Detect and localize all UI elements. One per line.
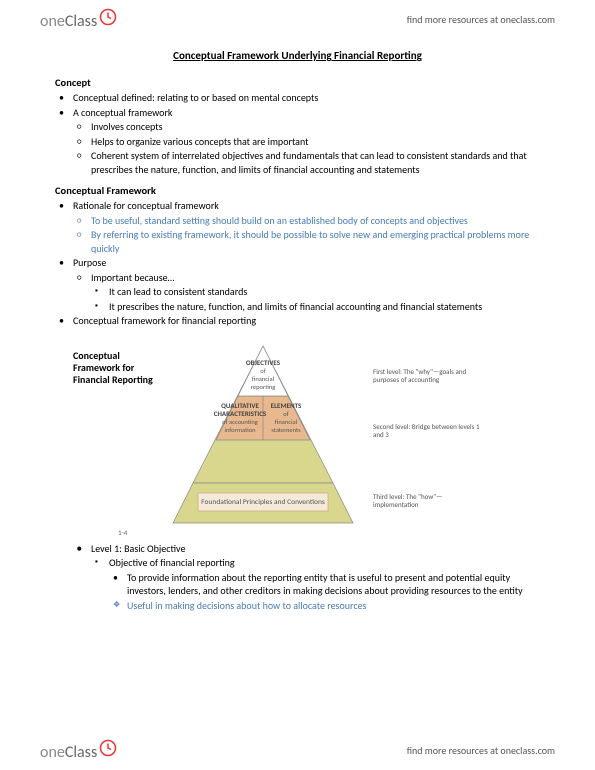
- list-item: Rationale for conceptual framework To be…: [55, 199, 540, 255]
- page-number: 1-4: [118, 528, 127, 537]
- pyr-bot: Foundational Principles and Conventions: [201, 498, 325, 507]
- pyr-mr-l2: of: [283, 410, 288, 418]
- pyr-top-l1: OBJECTIVES: [246, 358, 281, 367]
- list-item: Important because… It can lead to consis…: [73, 271, 540, 314]
- list-item: Level 1: Basic Objective Objective of fi…: [73, 542, 540, 613]
- footer: oneClass find more resources at oneclass…: [0, 731, 595, 770]
- list-item: It prescribes the nature, function, and …: [91, 300, 540, 314]
- list-item: Coherent system of interrelated objectiv…: [73, 149, 540, 176]
- list-text: Objective of financial reporting: [109, 556, 235, 569]
- list-item: Useful in making decisions about how to …: [109, 599, 540, 613]
- header-tagline: find more resources at oneclass.com: [407, 13, 555, 26]
- list-item: Involves concepts: [73, 120, 540, 134]
- pyr-top-l3: financial: [252, 375, 275, 383]
- document-title: Conceptual Framework Underlying Financia…: [55, 49, 540, 62]
- pyr-mr-l1: ELEMENTS: [271, 401, 302, 410]
- logo-icon: [99, 8, 117, 26]
- list-item: To be useful, standard setting should bu…: [73, 214, 540, 228]
- logo-text-one: one: [40, 12, 65, 31]
- section-framework-head: Conceptual Framework: [55, 184, 540, 197]
- header: oneClass find more resources at oneclass…: [0, 0, 595, 39]
- pyr-ml-l4: information: [224, 426, 256, 434]
- pyramid-svg: OBJECTIVES of financial reporting QUALIT…: [158, 338, 368, 533]
- pyr-side2: Second level: Bridge between levels 1 an…: [373, 423, 483, 440]
- logo-text-one: one: [40, 743, 65, 762]
- logo-icon: [99, 739, 117, 757]
- list-text: Purpose: [73, 256, 106, 269]
- list-text: Important because…: [91, 271, 175, 284]
- pyr-mr-l3: financial: [275, 418, 298, 426]
- list-item: A conceptual framework Involves concepts…: [55, 106, 540, 177]
- pyramid-title: Conceptual Framework for Financial Repor…: [73, 350, 153, 386]
- pyr-ml-l3: of accounting: [222, 418, 258, 426]
- logo: oneClass: [40, 739, 117, 762]
- footer-tagline: find more resources at oneclass.com: [407, 744, 555, 757]
- list-item: Objective of financial reporting To prov…: [91, 556, 540, 612]
- pyr-top-l4: reporting: [251, 383, 276, 391]
- pyr-top-l2: of: [260, 367, 265, 375]
- pyr-ml-l2: CHARACTERISTICS: [214, 409, 267, 418]
- list-item: Conceptual framework for financial repor…: [55, 314, 540, 328]
- logo-text-class: Class: [65, 12, 97, 31]
- list-item: It can lead to consistent standards: [91, 285, 540, 299]
- list-item: Purpose Important because… It can lead t…: [55, 256, 540, 313]
- list-item: To provide information about the reporti…: [109, 571, 540, 598]
- list-text: Rationale for conceptual framework: [73, 199, 219, 212]
- pyr-mr-l4: statements: [271, 426, 301, 434]
- list-text: A conceptual framework: [73, 106, 172, 119]
- list-text: Level 1: Basic Objective: [91, 542, 185, 555]
- list-item: By referring to existing framework, it s…: [73, 228, 540, 255]
- document-content: Conceptual Framework Underlying Financia…: [0, 39, 595, 612]
- logo: oneClass: [40, 8, 117, 31]
- list-item: Conceptual defined: relating to or based…: [55, 91, 540, 105]
- pyr-side3: Third level: The "how"—implementation: [373, 493, 483, 510]
- logo-text-class: Class: [65, 743, 97, 762]
- list-item: Helps to organize various concepts that …: [73, 135, 540, 149]
- pyramid-diagram: Conceptual Framework for Financial Repor…: [73, 338, 493, 538]
- pyr-side1: First level: The "why"—goals and purpose…: [373, 368, 483, 385]
- section-concept-head: Concept: [55, 76, 540, 89]
